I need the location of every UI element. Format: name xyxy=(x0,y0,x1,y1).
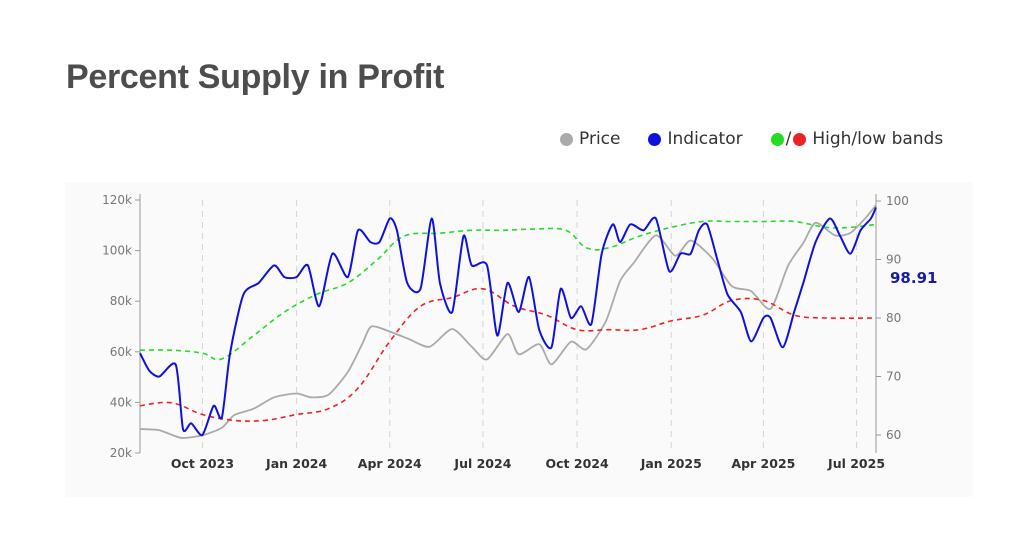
low-band-swatch-icon xyxy=(793,132,807,146)
left-tick-label: 80k xyxy=(110,294,132,308)
legend-item-price[interactable]: Price xyxy=(560,129,620,149)
right-tick-label: 80 xyxy=(886,311,901,325)
high-band-swatch-icon xyxy=(770,132,784,146)
chart-panel xyxy=(65,182,973,497)
indicator-line xyxy=(139,206,877,437)
left-tick-label: 60k xyxy=(110,345,132,359)
legend-label-price: Price xyxy=(579,129,621,149)
left-tick-label: 40k xyxy=(110,395,132,409)
x-tick-label: Apr 2024 xyxy=(358,456,422,471)
right-tick-label: 90 xyxy=(886,253,901,267)
price-swatch-icon xyxy=(560,132,573,146)
high-band-line xyxy=(139,220,877,361)
left-tick-label: 120k xyxy=(102,193,132,207)
page-title: Percent Supply in Profit xyxy=(66,58,445,96)
legend-label-indicator: Indicator xyxy=(667,129,743,149)
chart-legend: Price Indicator / High/low bands xyxy=(560,129,943,149)
indicator-swatch-icon xyxy=(648,132,662,146)
x-tick-label: Apr 2025 xyxy=(731,456,795,471)
x-tick-label: Jan 2024 xyxy=(265,456,327,471)
x-tick-label: Jul 2024 xyxy=(453,456,511,471)
left-tick-label: 20k xyxy=(110,446,132,460)
left-tick-label: 100k xyxy=(102,244,132,258)
legend-label-bands: High/low bands xyxy=(812,129,944,149)
x-tick-label: Jul 2025 xyxy=(827,456,885,471)
right-tick-label: 60 xyxy=(886,428,901,442)
right-tick-label: 70 xyxy=(886,370,901,384)
legend-item-bands[interactable]: / High/low bands xyxy=(770,129,944,149)
low-band-line xyxy=(139,287,877,422)
right-tick-label: 100 xyxy=(886,194,909,208)
legend-item-indicator[interactable]: Indicator xyxy=(648,129,743,149)
x-tick-label: Oct 2023 xyxy=(171,456,234,471)
price-line xyxy=(139,204,877,439)
legend-separator: / xyxy=(785,129,792,149)
x-tick-label: Jan 2025 xyxy=(640,456,702,471)
x-tick-label: Oct 2024 xyxy=(546,456,609,471)
indicator-last-value-label: 98.91 xyxy=(890,269,937,287)
